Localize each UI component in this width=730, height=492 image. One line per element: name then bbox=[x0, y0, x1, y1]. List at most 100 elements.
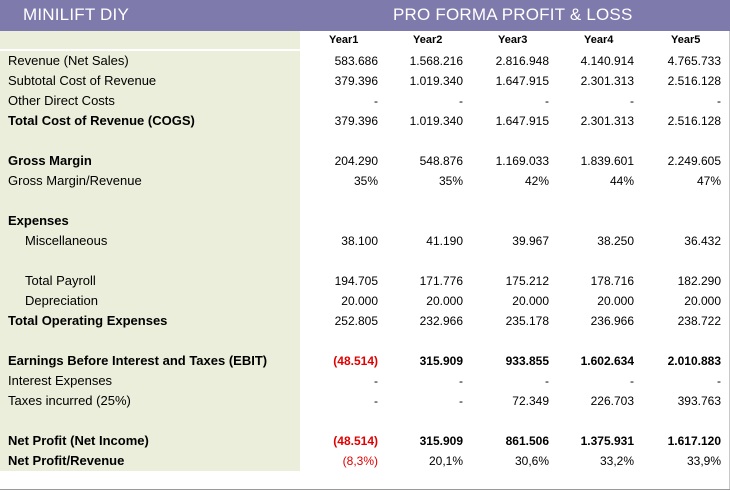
value-cell-year1: - bbox=[374, 374, 378, 388]
table-row: Depreciation 20.000 20.000 20.000 20.000 20.0… bbox=[0, 291, 730, 311]
value-cell-year5: 182.290 bbox=[677, 274, 721, 288]
value-cell-year2: 41.190 bbox=[426, 234, 463, 248]
value-cell-year4: 1.375.931 bbox=[580, 434, 634, 448]
row-label bbox=[0, 411, 300, 431]
value-cell-year2: 35% bbox=[438, 174, 463, 188]
value-cell-year1: 35% bbox=[353, 174, 378, 188]
value-cell-year3: 72.349 bbox=[512, 394, 549, 408]
value-cell-year3: 933.855 bbox=[505, 354, 549, 368]
value-cell-year3: 1.647.915 bbox=[495, 74, 549, 88]
row-label: Total Payroll bbox=[0, 271, 300, 291]
value-cell-year5: 2.249.605 bbox=[667, 154, 721, 168]
pl-rows: Revenue (Net Sales) 583.686 1.568.216 2.816… bbox=[0, 51, 730, 471]
table-row: Other Direct Costs - - - - - bbox=[0, 91, 730, 111]
row-label: Gross Margin/Revenue bbox=[0, 171, 300, 191]
table-row bbox=[0, 331, 730, 351]
row-label: Total Cost of Revenue (COGS) bbox=[0, 111, 300, 131]
value-cell-year2: - bbox=[459, 94, 463, 108]
table-row: Net Profit (Net Income) (48.514) 315.909 86… bbox=[0, 431, 730, 451]
value-cell-year5: 2.516.128 bbox=[667, 74, 721, 88]
value-cell-year4: 33,2% bbox=[599, 454, 634, 468]
value-cell-year4: 44% bbox=[609, 174, 634, 188]
table-row bbox=[0, 191, 730, 211]
value-cell-year2: 315.909 bbox=[419, 434, 463, 448]
value-cell-year3: 175.212 bbox=[505, 274, 549, 288]
value-cell-year1: 252.805 bbox=[334, 314, 378, 328]
value-cell-year2: 1.019.340 bbox=[409, 74, 463, 88]
row-label bbox=[0, 131, 300, 151]
row-label: Other Direct Costs bbox=[0, 91, 300, 111]
value-cell-year3: 235.178 bbox=[505, 314, 549, 328]
table-row: Net Profit/Revenue (8,3%) 20,1% 30,6% 33,2% 3… bbox=[0, 451, 730, 471]
company-name: MINILIFT DIY bbox=[23, 5, 129, 24]
row-label: Interest Expenses bbox=[0, 371, 300, 391]
value-cell-year2: 548.876 bbox=[419, 154, 463, 168]
value-cell-year3: 30,6% bbox=[514, 454, 549, 468]
value-cell-year1: 583.686 bbox=[334, 54, 378, 68]
year-header-4: Year4 bbox=[584, 34, 614, 46]
value-cell-year1: (48.514) bbox=[333, 434, 378, 448]
value-cell-year4: 1.602.634 bbox=[580, 354, 634, 368]
value-cell-year3: 42% bbox=[524, 174, 549, 188]
value-cell-year2: 171.776 bbox=[419, 274, 463, 288]
header-label-cell bbox=[0, 31, 300, 49]
value-cell-year4: 226.703 bbox=[590, 394, 634, 408]
row-label bbox=[0, 331, 300, 351]
value-cell-year4: 236.966 bbox=[590, 314, 634, 328]
value-cell-year2: - bbox=[459, 374, 463, 388]
value-cell-year1: 204.290 bbox=[334, 154, 378, 168]
value-cell-year5: 393.763 bbox=[677, 394, 721, 408]
value-cell-year2: 20,1% bbox=[428, 454, 463, 468]
value-cell-year4: 178.716 bbox=[590, 274, 634, 288]
value-cell-year5: - bbox=[717, 94, 721, 108]
table-row: Total Payroll 194.705 171.776 175.212 178.71… bbox=[0, 271, 730, 291]
value-cell-year1: - bbox=[374, 394, 378, 408]
sheet-bottom-border bbox=[0, 489, 730, 490]
value-cell-year1: - bbox=[374, 94, 378, 108]
year-header-5: Year5 bbox=[671, 34, 701, 46]
title-bar: MINILIFT DIY PRO FORMA PROFIT & LOSS bbox=[0, 0, 730, 31]
table-row: Gross Margin/Revenue 35% 35% 42% 44% 47% bbox=[0, 171, 730, 191]
row-label: Taxes incurred (25%) bbox=[0, 391, 300, 411]
value-cell-year5: 2.010.883 bbox=[667, 354, 721, 368]
table-row: Revenue (Net Sales) 583.686 1.568.216 2.816… bbox=[0, 51, 730, 71]
value-cell-year1: (8,3%) bbox=[342, 454, 378, 468]
value-cell-year1: 38.100 bbox=[341, 234, 378, 248]
value-cell-year5: 4.765.733 bbox=[667, 54, 721, 68]
value-cell-year3: - bbox=[545, 94, 549, 108]
value-cell-year5: 20.000 bbox=[684, 294, 721, 308]
value-cell-year4: 20.000 bbox=[597, 294, 634, 308]
year-header-2: Year2 bbox=[413, 34, 443, 46]
value-cell-year1: 379.396 bbox=[334, 74, 378, 88]
row-label: Net Profit (Net Income) bbox=[0, 431, 300, 451]
value-cell-year3: 1.169.033 bbox=[495, 154, 549, 168]
table-row: Total Cost of Revenue (COGS) 379.396 1.019… bbox=[0, 111, 730, 131]
year-header-row: Year1 Year2 Year3 Year4 Year5 bbox=[0, 31, 730, 49]
value-cell-year2: 232.966 bbox=[419, 314, 463, 328]
value-cell-year3: 39.967 bbox=[512, 234, 549, 248]
value-cell-year3: - bbox=[545, 374, 549, 388]
value-cell-year1: 379.396 bbox=[334, 114, 378, 128]
row-label bbox=[0, 191, 300, 211]
row-label bbox=[0, 251, 300, 271]
value-cell-year4: - bbox=[630, 94, 634, 108]
table-row: Earnings Before Interest and Taxes (EBIT… bbox=[0, 351, 730, 371]
row-label: Total Operating Expenses bbox=[0, 311, 300, 331]
value-cell-year5: 36.432 bbox=[684, 234, 721, 248]
table-row bbox=[0, 131, 730, 151]
value-cell-year3: 1.647.915 bbox=[495, 114, 549, 128]
value-cell-year4: - bbox=[630, 374, 634, 388]
value-cell-year3: 2.816.948 bbox=[495, 54, 549, 68]
value-cell-year5: 238.722 bbox=[677, 314, 721, 328]
value-cell-year1: (48.514) bbox=[333, 354, 378, 368]
year-header-1: Year1 bbox=[329, 34, 359, 46]
value-cell-year4: 38.250 bbox=[597, 234, 634, 248]
value-cell-year2: 20.000 bbox=[426, 294, 463, 308]
value-cell-year5: 33,9% bbox=[686, 454, 721, 468]
value-cell-year5: 47% bbox=[696, 174, 721, 188]
value-cell-year2: 1.568.216 bbox=[409, 54, 463, 68]
value-cell-year4: 4.140.914 bbox=[580, 54, 634, 68]
table-row bbox=[0, 251, 730, 271]
value-cell-year3: 20.000 bbox=[512, 294, 549, 308]
